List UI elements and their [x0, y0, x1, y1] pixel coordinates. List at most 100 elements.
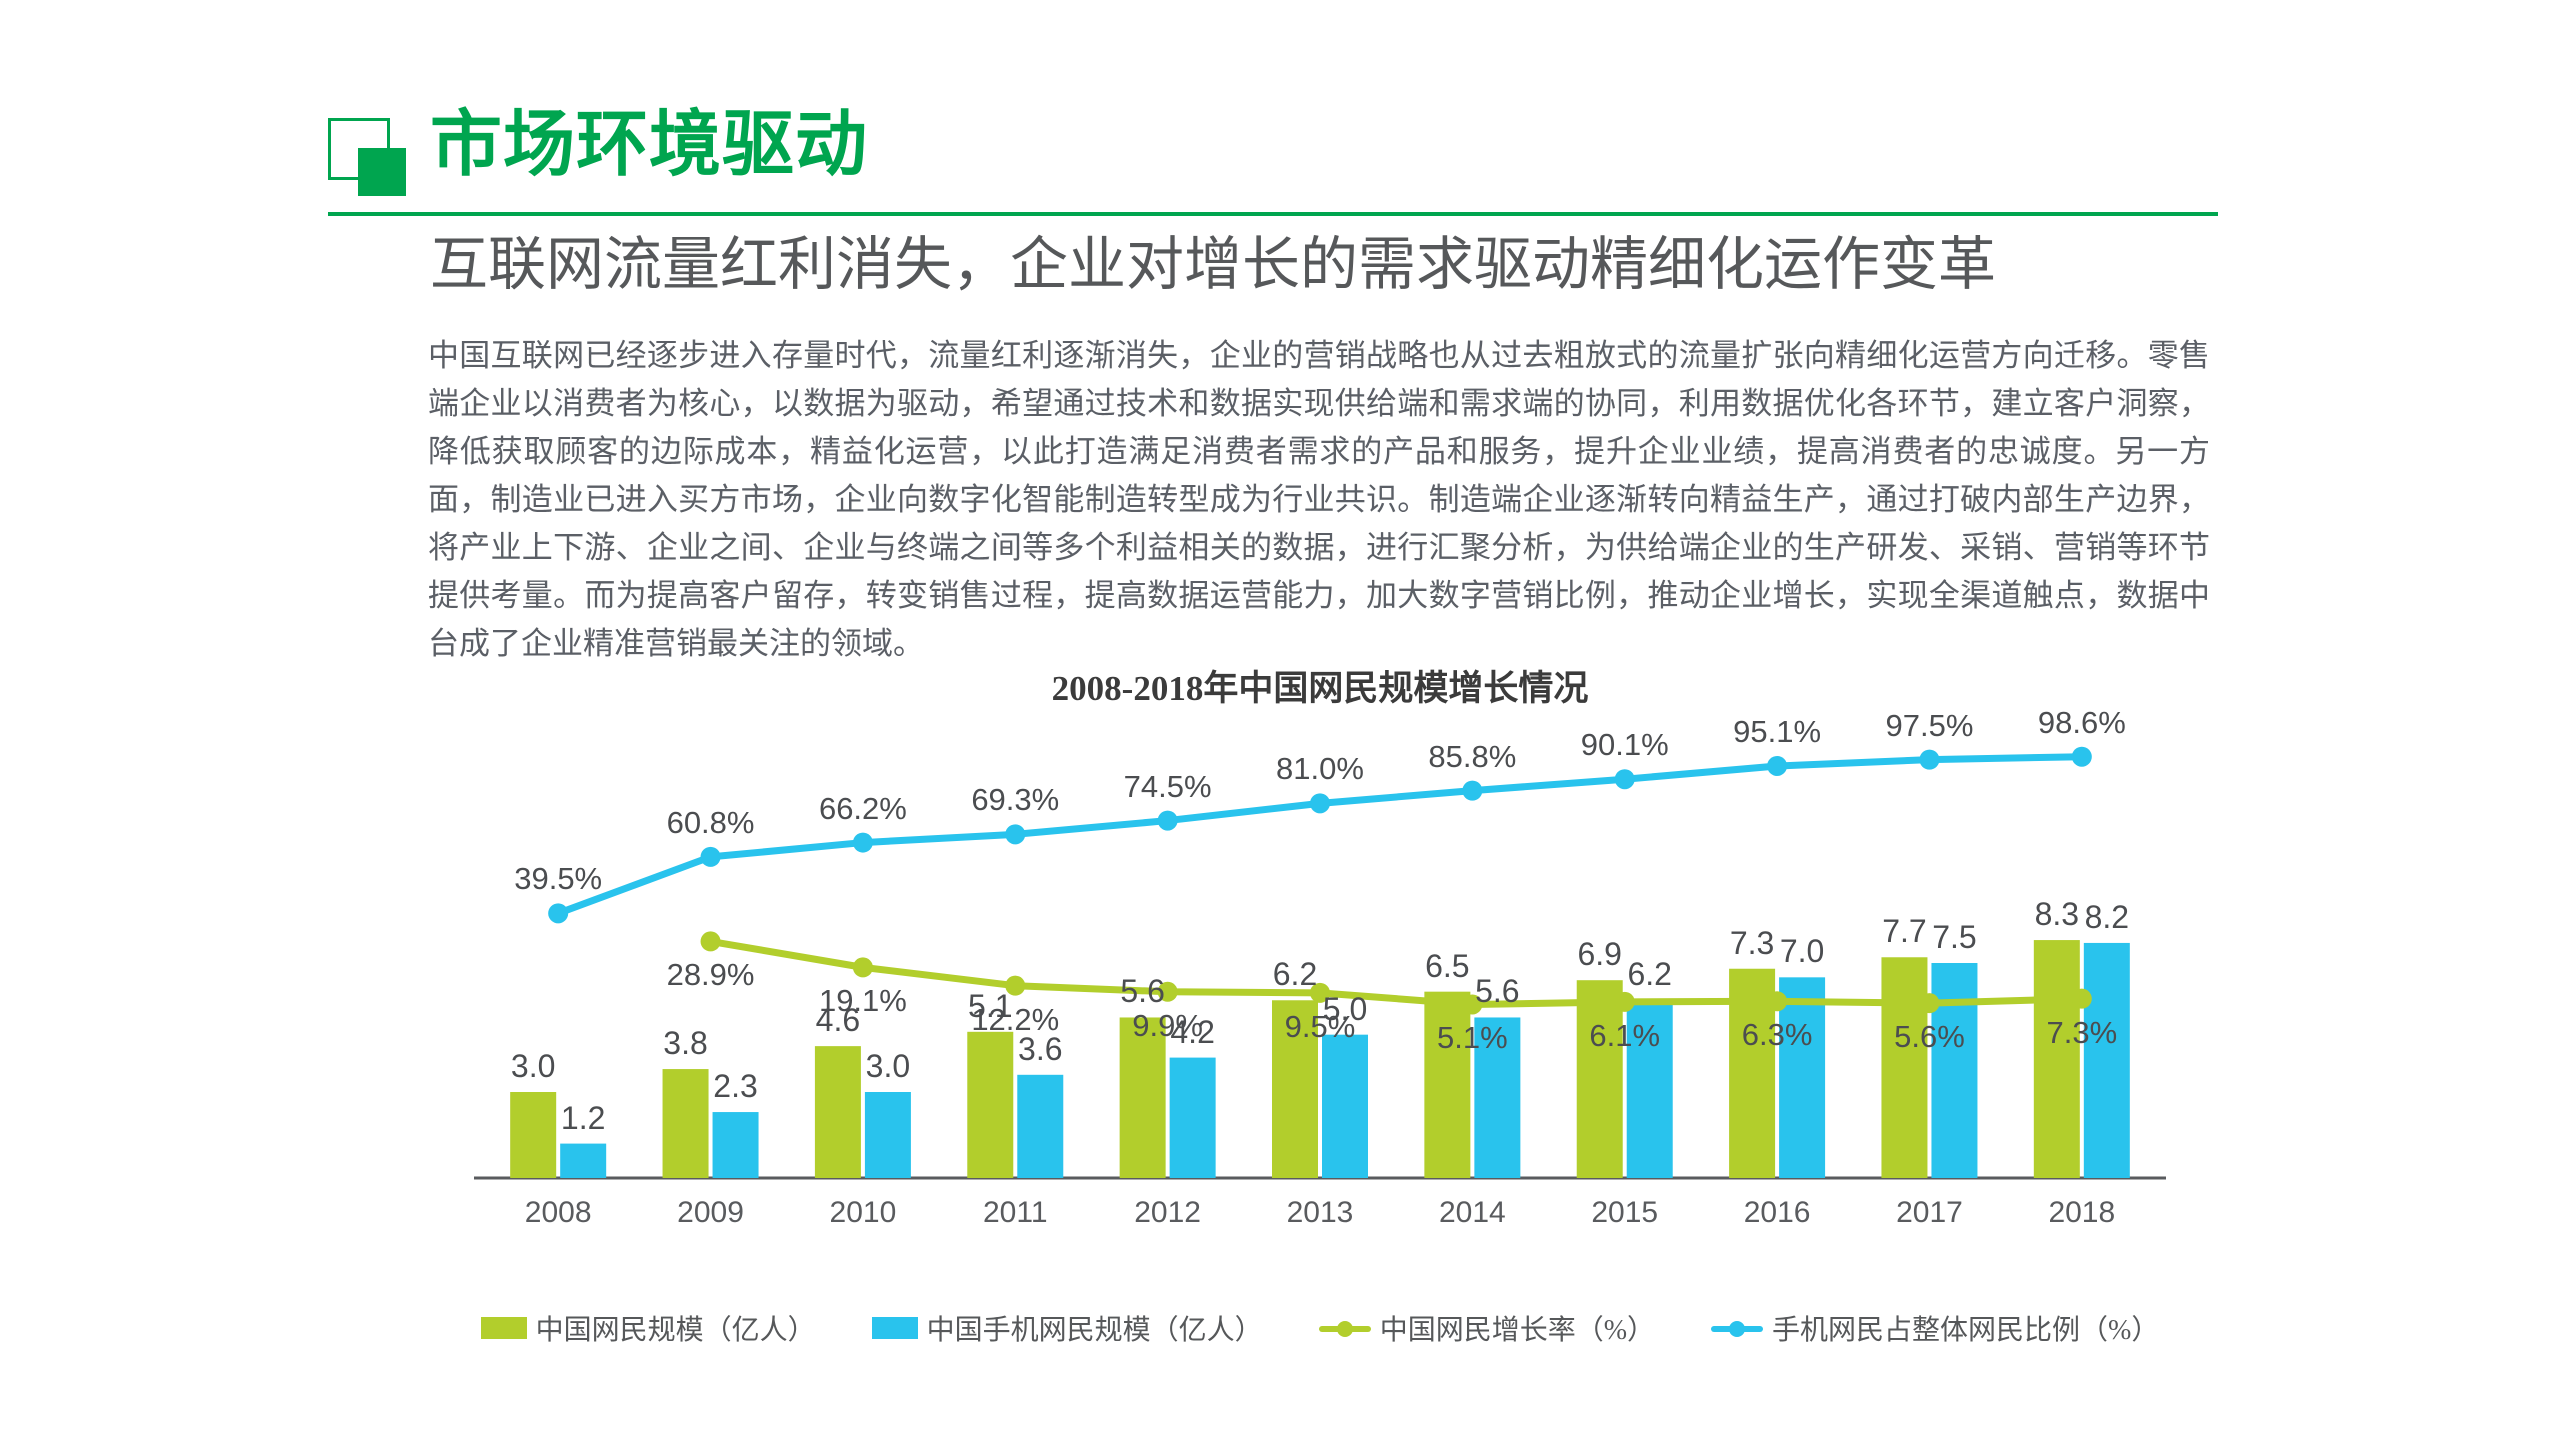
chart-bar — [2083, 942, 2130, 1178]
chart-bar — [510, 1092, 557, 1178]
chart-line-marker — [852, 832, 873, 853]
chart-bar — [1272, 1000, 1318, 1178]
axis-year-label: 2014 — [1438, 1196, 1506, 1229]
line-value-label: 5.6% — [1894, 1019, 1965, 1055]
slide-header: 市场环境驱动 — [0, 0, 2560, 230]
bar-value-label: 7.3 — [1729, 924, 1775, 961]
axis-year-label: 2015 — [1591, 1196, 1659, 1229]
bar-value-label: 2.3 — [713, 1068, 758, 1105]
legend-item[interactable]: 中国网民增长率（%） — [1318, 1308, 1656, 1348]
page-title: 市场环境驱动 — [430, 105, 869, 185]
line-value-label: 6.3% — [1741, 1017, 1813, 1053]
line-value-label: 19.1% — [818, 983, 907, 1019]
chart-bar — [1779, 977, 1826, 1178]
header-divider — [328, 212, 2218, 216]
chart-bar — [1322, 1034, 1368, 1178]
bar-value-label: 4.2 — [1170, 1013, 1215, 1050]
chart-line — [707, 937, 2086, 1008]
chart-bar — [1931, 963, 1978, 1178]
legend-item[interactable]: 中国手机网民规模（亿人） — [871, 1308, 1263, 1348]
axis-year-label: 2012 — [1134, 1196, 1201, 1229]
bar-value-label: 7.7 — [1882, 913, 1927, 950]
chart-line-marker — [1614, 991, 1635, 1012]
legend-bar-swatch-icon — [871, 1317, 918, 1339]
bar-value-label: 3.8 — [663, 1025, 708, 1062]
axis-year-label: 2008 — [524, 1196, 592, 1229]
chart-bar — [1169, 1057, 1216, 1178]
chart-bar — [1017, 1074, 1064, 1178]
chart-bar — [967, 1031, 1014, 1178]
legend-line-swatch-icon — [1318, 1319, 1371, 1337]
chart-container: 2008-2018年中国网民规模增长情况 3.0 3.8 4.6 5.1 5.6 6.2 6… — [420, 660, 2220, 1350]
chart-bar — [2033, 940, 2080, 1178]
axis-year-label: 2018 — [2048, 1196, 2116, 1229]
square-mark-icon — [328, 118, 406, 196]
logo-filled-square — [358, 148, 406, 196]
line-value-label: 9.9% — [1132, 1007, 1203, 1043]
chart-bar — [1119, 1017, 1166, 1178]
bar-value-label: 8.2 — [2084, 898, 2130, 935]
chart-line-marker — [1310, 793, 1330, 814]
chart-line-marker — [1767, 755, 1788, 776]
bar-value-label: 3.0 — [510, 1048, 556, 1084]
axis-year-label: 2009 — [677, 1196, 744, 1229]
chart-bar — [1881, 957, 1928, 1178]
axis-year-label: 2010 — [829, 1196, 897, 1229]
bar-value-label: 3.0 — [865, 1048, 911, 1084]
chart-plot-area: 3.0 3.8 4.6 5.1 5.6 6.2 6.5 6.9 7.3 7.7 8.3 1.2 2.3 3… — [420, 705, 2220, 1288]
legend-label: 中国网民规模（亿人） — [535, 1315, 816, 1346]
chart-bar — [560, 1143, 607, 1178]
line-value-label: 7.3% — [2046, 1014, 2118, 1050]
chart-bar — [1474, 1017, 1521, 1178]
bar-value-label: 5.6 — [1475, 973, 1520, 1010]
bar-value-label: 6.2 — [1627, 956, 1672, 993]
axis-year-label: 2013 — [1286, 1196, 1354, 1229]
chart-legend: 中国网民规模（亿人） 中国手机网民规模（亿人） 中国网民增长率（%） 手机网民占整体网… — [420, 1308, 2220, 1348]
line-value-label: 98.6% — [2037, 704, 2126, 740]
bar-value-label: 1.2 — [560, 1099, 606, 1136]
legend-item[interactable]: 手机网民占整体网民比例（%） — [1711, 1308, 2159, 1348]
legend-label: 中国手机网民规模（亿人） — [926, 1315, 1263, 1346]
chart-bar — [864, 1092, 911, 1178]
chart-line-marker — [1462, 780, 1483, 801]
chart-bar — [1626, 1000, 1673, 1178]
chart-line-marker — [2071, 746, 2092, 767]
line-value-label: 9.5% — [1284, 1008, 1356, 1044]
chart-line-marker — [1919, 993, 1940, 1014]
chart-line-marker — [548, 903, 569, 924]
chart-bar — [814, 1046, 861, 1178]
bar-value-label: 7.5 — [1932, 919, 1977, 955]
axis-year-label: 2011 — [983, 1196, 1048, 1229]
line-value-label: 12.2% — [971, 1001, 1060, 1037]
bar-value-label: 8.3 — [2034, 896, 2080, 933]
bar-value-label: 7.0 — [1779, 933, 1825, 970]
bar-value-label: 3.6 — [1018, 1030, 1063, 1067]
line-value-label: 69.3% — [971, 782, 1060, 818]
legend-line-swatch-icon — [1711, 1319, 1764, 1337]
line-value-label: 90.1% — [1580, 727, 1669, 763]
line-value-label: 6.1% — [1589, 1017, 1661, 1053]
chart-bar — [712, 1112, 759, 1178]
legend-bar-swatch-icon — [480, 1317, 527, 1339]
legend-label: 中国网民增长率（%） — [1379, 1315, 1656, 1346]
chart-bar — [1576, 980, 1623, 1178]
legend-item[interactable]: 中国网民规模（亿人） — [480, 1308, 816, 1348]
chart-line-marker — [1462, 994, 1483, 1015]
chart-line-marker — [1005, 824, 1026, 845]
chart-title: 2008-2018年中国网民规模增长情况 — [1051, 669, 1589, 708]
bar-value-label: 6.5 — [1425, 947, 1470, 984]
bar-value-label: 5.0 — [1322, 990, 1368, 1027]
bar-value-label: 6.2 — [1272, 956, 1318, 993]
chart-line-marker — [700, 931, 721, 952]
bar-value-label: 5.1 — [968, 987, 1013, 1024]
chart-line-marker — [2071, 988, 2092, 1009]
line-value-label: 81.0% — [1276, 751, 1364, 787]
section-subtitle: 互联网流量红利消失，企业对增长的需求驱动精细化运作变革 — [430, 232, 1997, 297]
line-value-label: 85.8% — [1428, 738, 1517, 774]
bar-value-label: 4.6 — [815, 1002, 861, 1039]
axis-year-label: 2016 — [1743, 1196, 1811, 1229]
chart-line-marker — [1310, 982, 1330, 1003]
chart-bar — [1424, 991, 1471, 1178]
chart-bar — [662, 1069, 709, 1178]
line-value-label: 39.5% — [514, 861, 603, 897]
